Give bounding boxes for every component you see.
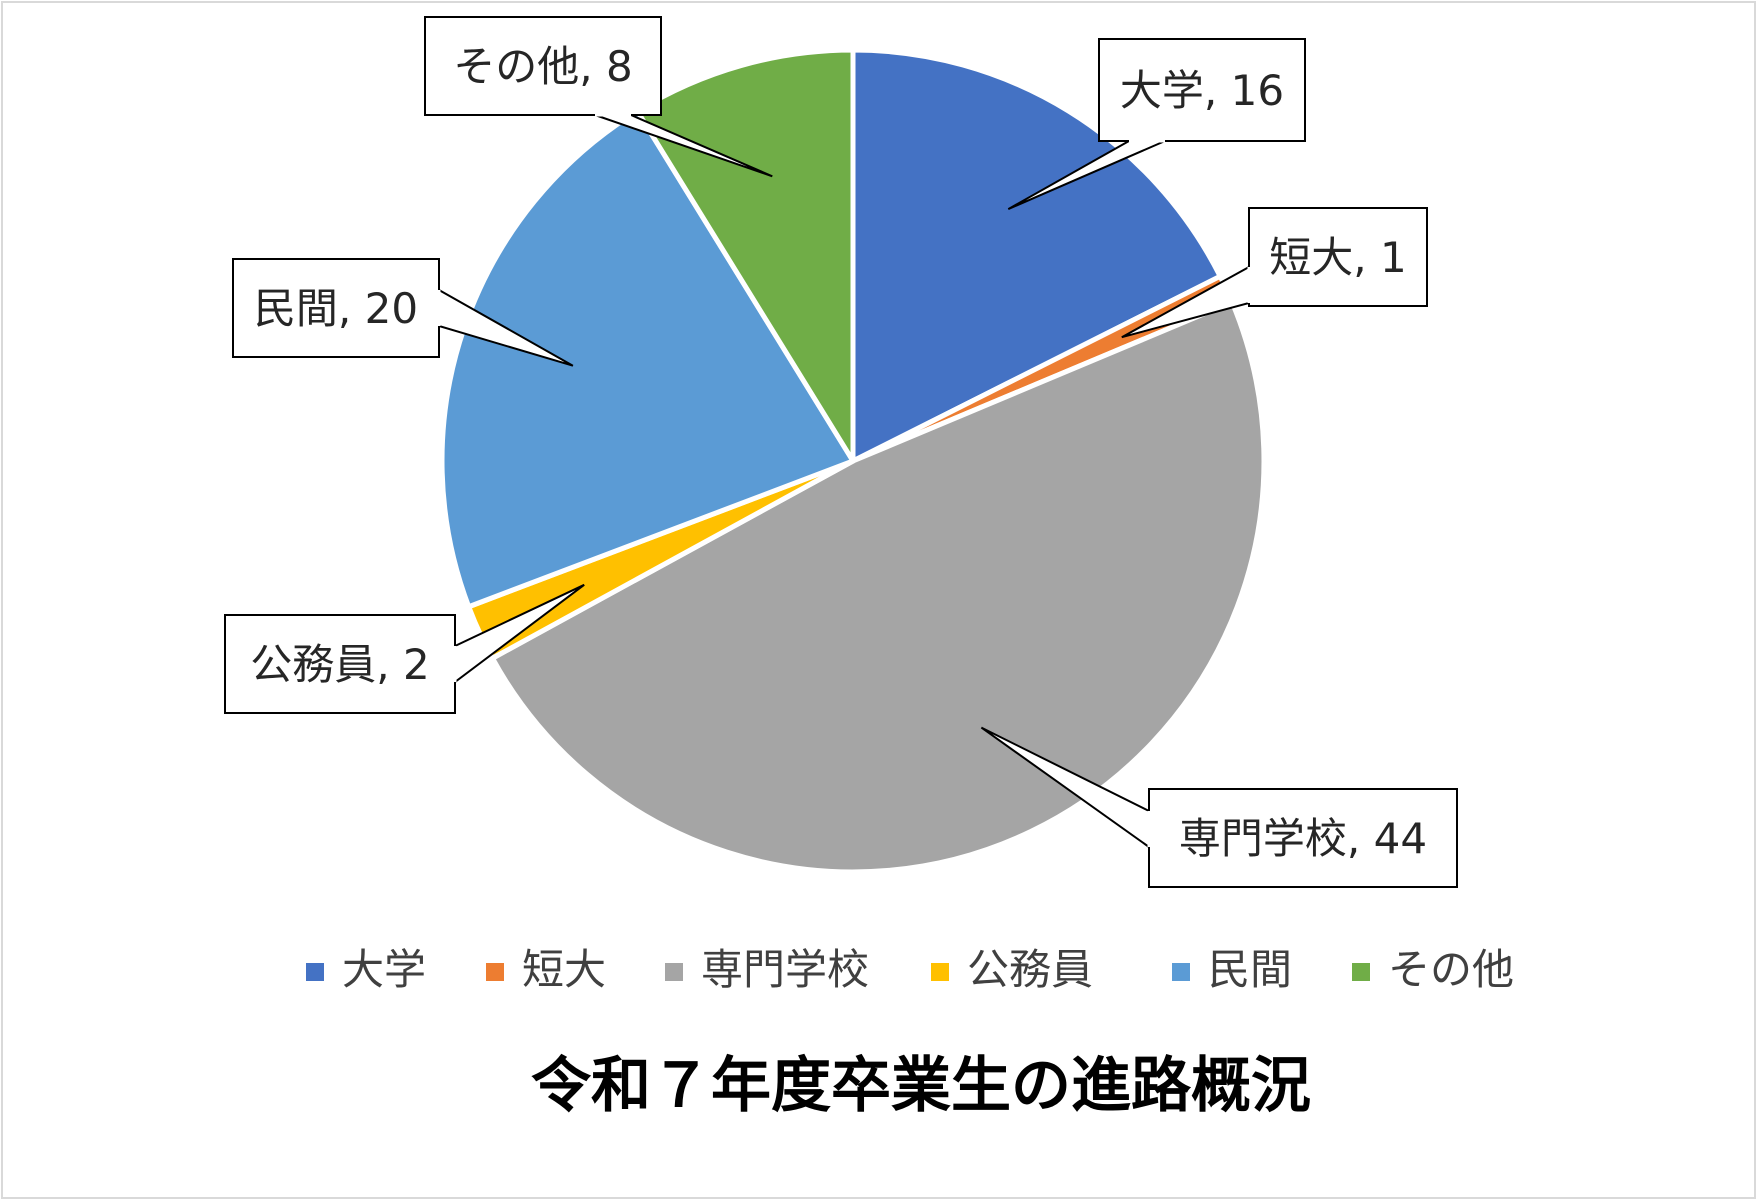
- data-label-box: [1148, 788, 1458, 888]
- legend-swatch: [665, 963, 683, 981]
- data-label-komuin: 公務員, 2: [224, 583, 585, 714]
- legend-item-sonota: その他: [1352, 945, 1514, 994]
- legend-label: 大学: [342, 945, 426, 994]
- legend-label: 専門学校: [701, 945, 869, 994]
- legend-swatch: [486, 963, 504, 981]
- legend-item-komuin: 公務員: [931, 945, 1093, 994]
- data-label-text: 公務員, 2: [250, 640, 429, 689]
- legend-label: 短大: [522, 945, 606, 994]
- data-label-text: 大学, 16: [1120, 66, 1284, 115]
- pie-slice-daigaku: [850, 47, 1223, 464]
- pie-slice-senmon-gakko: [489, 299, 1267, 875]
- legend-item-senmon-gakko: 専門学校: [665, 945, 869, 994]
- legend-item-tandai: 短大: [486, 945, 606, 994]
- legend-label: 公務員: [967, 945, 1093, 994]
- pie-chart: 大学, 16 短大, 1 専門学校, 44 公務員, 2 民間, 20 その他, 8 大学…: [224, 16, 1514, 1121]
- data-label-box: [1098, 38, 1306, 142]
- legend-label: 民間: [1208, 945, 1292, 994]
- legend-swatch: [306, 963, 324, 981]
- data-label-tandai: 短大, 1: [1121, 207, 1428, 339]
- legend-swatch: [931, 963, 949, 981]
- data-label-text: 短大, 1: [1269, 233, 1406, 282]
- legend-item-minkan: 民間: [1172, 945, 1292, 994]
- legend: 大学 短大 専門学校 公務員 民間 その他: [306, 945, 1514, 994]
- legend-label: その他: [1388, 945, 1514, 994]
- data-label-daigaku: 大学, 16: [1007, 38, 1306, 211]
- data-label-senmon-gakko: 専門学校, 44: [980, 726, 1458, 888]
- data-label-box: [1248, 207, 1428, 307]
- data-label-sonota: その他, 8: [424, 16, 773, 178]
- data-label-callouts: 大学, 16 短大, 1 専門学校, 44 公務員, 2 民間, 20 その他, 8: [224, 16, 1458, 888]
- data-label-box: [232, 258, 440, 358]
- data-label-text: 民間, 20: [254, 284, 418, 333]
- pie-slices: [439, 47, 1267, 875]
- data-label-text: 専門学校, 44: [1179, 814, 1427, 863]
- legend-swatch: [1172, 963, 1190, 981]
- data-label-text: その他, 8: [453, 42, 632, 91]
- data-label-box: [424, 16, 662, 116]
- chart-title: 令和７年度卒業生の進路概況: [531, 1051, 1311, 1121]
- legend-item-daigaku: 大学: [306, 945, 426, 994]
- data-label-minkan: 民間, 20: [232, 258, 574, 367]
- legend-swatch: [1352, 963, 1370, 981]
